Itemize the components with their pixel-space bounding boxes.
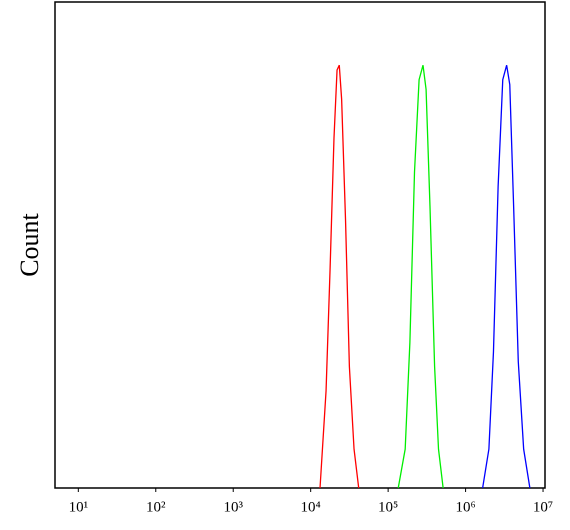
x-tick-label: 10³ [223, 499, 243, 515]
x-tick-label: 10² [146, 499, 166, 515]
x-tick-label: 10¹ [69, 499, 89, 515]
histogram-line [319, 64, 360, 489]
histogram-line [481, 65, 531, 489]
x-tick-label: 10⁷ [533, 499, 553, 515]
x-tick-label: 10⁶ [455, 499, 475, 515]
x-tick-label: 10⁴ [301, 499, 321, 515]
y-axis-label: Count [15, 212, 44, 276]
x-tick-label: 10⁵ [378, 499, 398, 515]
plot-frame [54, 1, 546, 489]
histogram-line [397, 65, 444, 489]
